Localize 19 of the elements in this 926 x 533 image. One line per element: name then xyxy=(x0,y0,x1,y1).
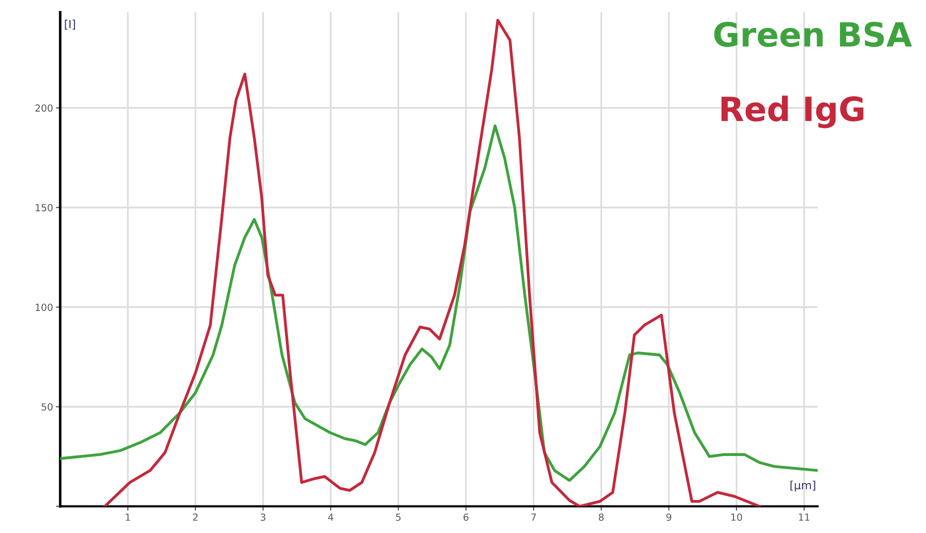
x-tick-label: 7 xyxy=(531,514,536,521)
x-tick-label: 2 xyxy=(193,513,198,521)
y-tick-label: 100 xyxy=(36,304,53,311)
x-tick-label: 8 xyxy=(598,513,604,521)
y-tick-label: 200 xyxy=(35,104,53,112)
x-axis-title: [µm] xyxy=(790,480,816,492)
text: Green BSA xyxy=(714,22,912,47)
x-tick-label: 4 xyxy=(328,514,334,521)
y-tick-label: 150 xyxy=(36,204,53,212)
x-tick-label: 6 xyxy=(464,513,468,521)
y-tick-label: 50 xyxy=(42,403,53,411)
x-tick-label: 10 xyxy=(731,513,742,521)
x-tick-label: 11 xyxy=(799,514,810,521)
x-tick-label: 3 xyxy=(260,513,266,521)
x-tick-label: 5 xyxy=(396,514,401,521)
x-tick-label: 9 xyxy=(666,513,672,521)
y-axis-title: [I] xyxy=(64,20,75,30)
x-tick-label: 1 xyxy=(126,514,130,521)
text: Red IgG xyxy=(722,96,864,128)
